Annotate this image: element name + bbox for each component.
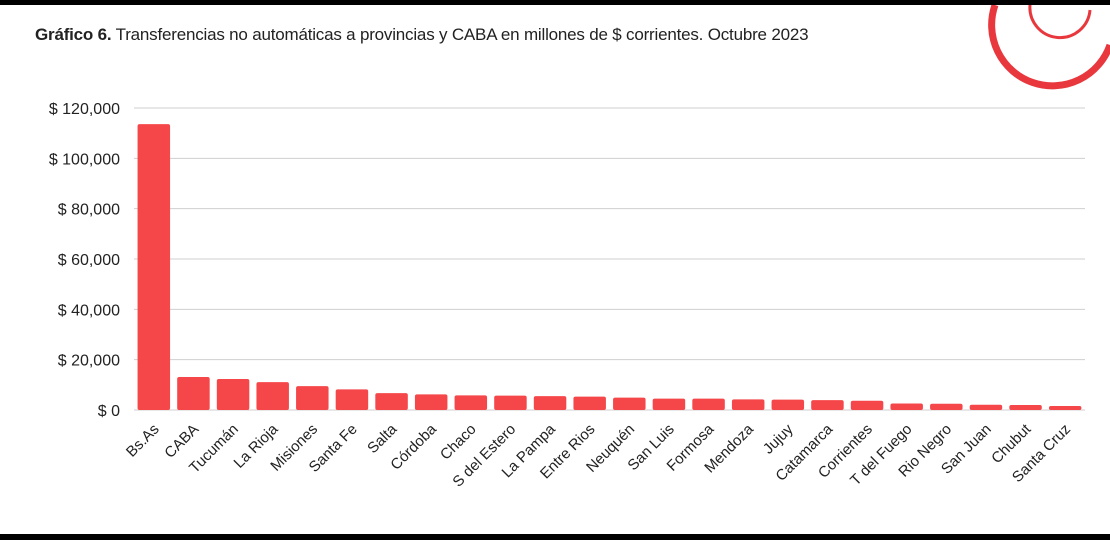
y-tick-label: $ 100,000 [49,151,120,168]
bar-caba [177,377,210,410]
logo-icon [988,5,1110,90]
bar-formosa [692,398,725,410]
bar-jujuy [771,399,805,410]
y-tick-label: $ 80,000 [58,202,120,219]
bar-san-juan [969,404,1003,410]
bar-san-luis [652,398,686,410]
logo-icon-inner [1028,5,1092,40]
y-tick-label: $ 20,000 [58,353,120,370]
bar-catamarca [811,400,844,410]
bar-misiones [296,386,329,410]
chart-title-bold: Gráfico 6. [35,25,112,44]
x-tick-label: Salta [364,420,401,457]
bar-entre-rios [573,396,606,410]
chart-title-text: Transferencias no automáticas a provinci… [115,25,809,44]
y-tick-label: $ 0 [98,403,120,420]
y-tick-label: $ 120,000 [49,101,120,118]
x-tick-label: Bs.As [123,421,163,461]
bar-corrientes [850,400,884,410]
x-tick-label: Jujuy [760,420,797,457]
bar-s-del-estero [494,395,527,410]
y-tick-label: $ 60,000 [58,252,120,269]
bar-c-rdoba [414,394,448,410]
bar-chart: $ 0 $ 20,000 $ 40,000 $ 60,000 $ 80,000 $ 100… [49,5,1110,491]
chart-title: Gráfico 6. Transferencias no automáticas… [35,25,809,45]
bar-chaco [454,395,488,410]
bar-salta [375,393,408,410]
bar-rio-negro [930,403,963,410]
bar-neuqu-n [613,397,646,410]
y-tick-label: $ 40,000 [58,302,120,319]
bar-chubut [1009,404,1042,410]
bar-t-del-fuego [890,403,923,410]
bar-la-pampa [533,396,567,410]
bar-la-rioja [256,382,289,410]
bar-santa-cruz [1048,405,1082,410]
bar-mendoza [731,399,765,410]
bar-tucum-n [216,379,250,410]
bar-bs-as [137,124,171,411]
bar-santa-fe [335,389,369,410]
